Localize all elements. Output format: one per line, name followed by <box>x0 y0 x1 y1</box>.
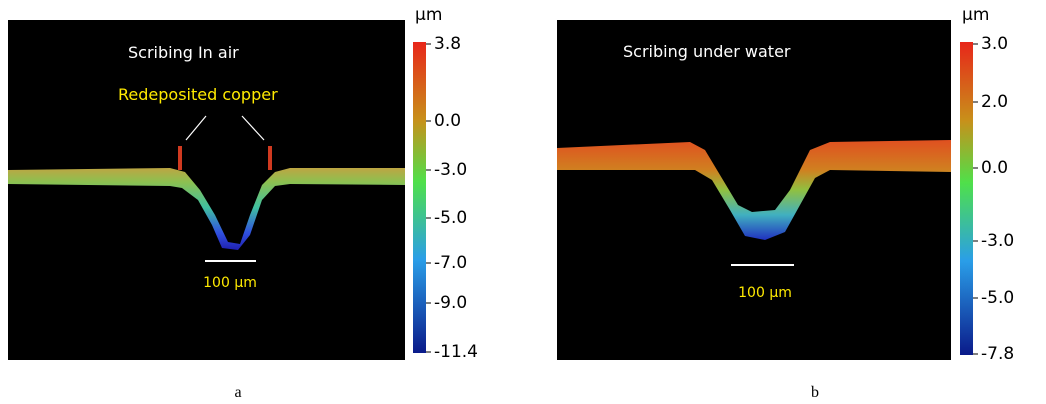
colorbar <box>960 42 973 355</box>
tick-label: 0.0 <box>981 158 1008 178</box>
redeposit-peak <box>268 146 272 170</box>
arrow <box>185 115 207 141</box>
tick-label: -3.0 <box>434 160 467 180</box>
tick-label: -5.0 <box>434 208 467 228</box>
tick-label: -11.4 <box>434 342 478 362</box>
colorbar-unit: μm <box>962 5 989 25</box>
tick-label: -9.0 <box>434 293 467 313</box>
tick-label: -5.0 <box>981 288 1014 308</box>
colorbar-ticks: 3.0 2.0 0.0 -3.0 -5.0 -7.8 <box>973 34 1014 364</box>
panel-title: Scribing under water <box>623 42 791 61</box>
image-panel <box>8 20 405 360</box>
colorbar <box>413 42 426 353</box>
surface-profile <box>8 168 405 250</box>
caption: b <box>811 384 819 401</box>
surface-profile <box>557 140 951 240</box>
scale-label: 100 μm <box>738 285 792 301</box>
redeposit-peak <box>178 146 182 170</box>
tick-label: -7.0 <box>434 253 467 273</box>
scale-label: 100 μm <box>203 275 257 291</box>
colorbar-unit: μm <box>415 5 442 25</box>
arrow <box>241 115 265 141</box>
tick-label: -3.0 <box>981 231 1014 251</box>
colorbar-ticks: 3.8 0.0 -3.0 -5.0 -7.0 -9.0 -11.4 <box>426 34 478 362</box>
annotation: Redeposited copper <box>118 85 278 104</box>
tick-label: -7.8 <box>981 344 1014 364</box>
tick-label: 3.8 <box>434 34 461 54</box>
caption: a <box>234 384 241 401</box>
tick-label: 2.0 <box>981 92 1008 112</box>
tick-label: 3.0 <box>981 34 1008 54</box>
image-panel <box>557 20 951 360</box>
tick-label: 0.0 <box>434 111 461 131</box>
panel-title: Scribing In air <box>128 43 239 62</box>
